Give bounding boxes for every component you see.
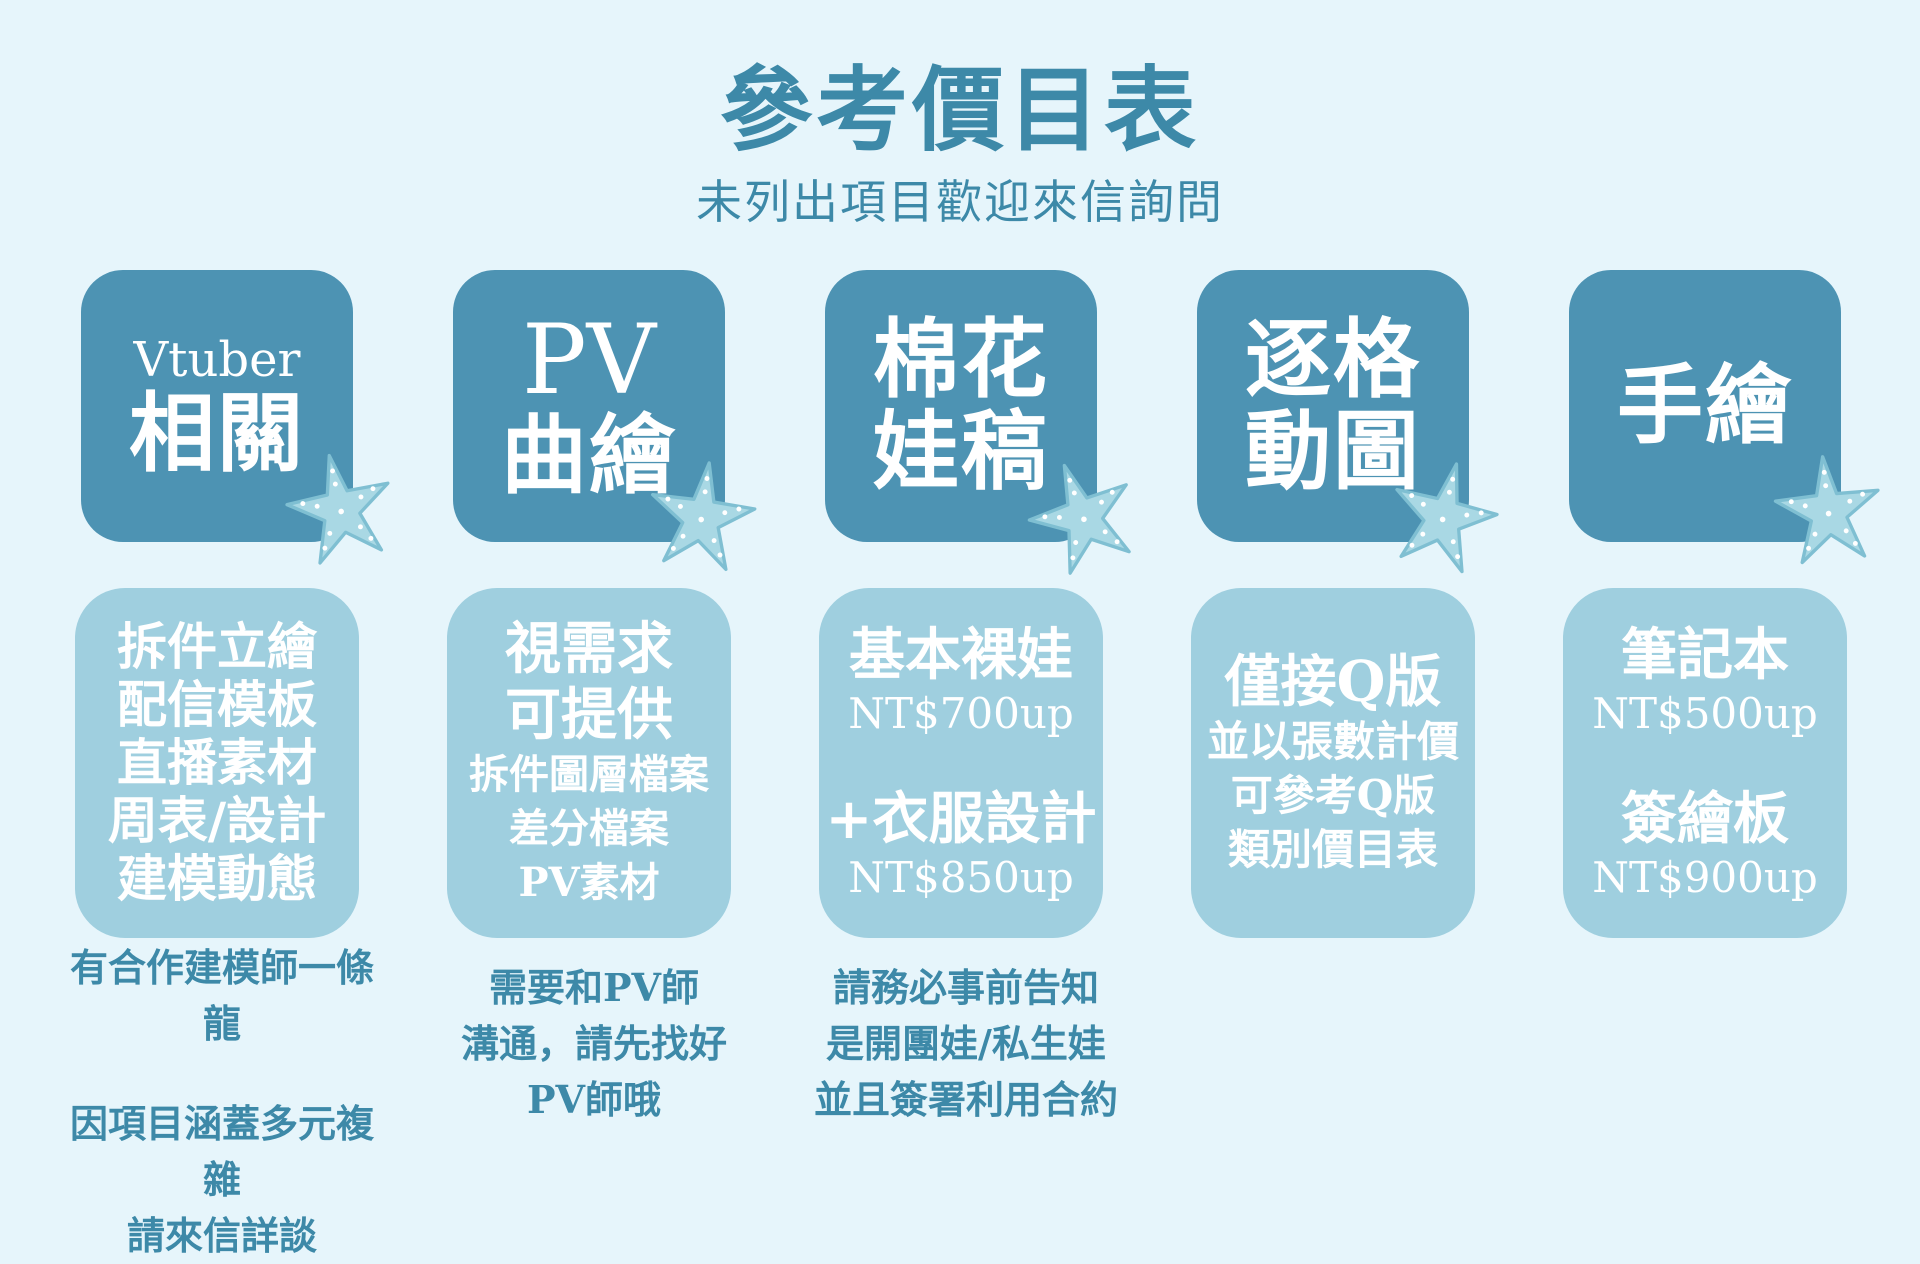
detail-line: 周表/設計	[107, 791, 327, 850]
detail-line: 視需求	[505, 616, 673, 682]
detail-line: 差分檔案	[509, 805, 669, 852]
note-pv: 需要和PV師 溝通，請先找好 PV師哦	[424, 960, 764, 1128]
category-title-line2: 動圖	[1245, 401, 1421, 502]
note-line: 請務必事前告知	[832, 965, 1099, 1010]
detail-tile-handdrawn: 筆記本 NT$500up 簽繪板 NT$900up	[1563, 588, 1847, 938]
note-line: 是開團娃/私生娃	[826, 1021, 1106, 1066]
note-line: 因項目涵蓋多元複雜	[69, 1101, 374, 1202]
column-pv: PV 曲繪 視需求 可提供 拆件圖層檔案 差分檔案 PV素材 需要和PV師 溝通…	[444, 0, 762, 1179]
detail-line: 簽繪板	[1621, 786, 1789, 852]
category-title-line2: 娃稿	[873, 401, 1049, 502]
detail-line: 類別價目表	[1227, 825, 1438, 874]
category-tile-handdrawn: 手繪	[1569, 270, 1841, 542]
detail-line: 配信模板	[117, 675, 317, 734]
page-title: 參考價目表	[719, 56, 1200, 164]
category-title-line1: 逐格	[1245, 309, 1421, 410]
detail-line: 直播素材	[117, 733, 317, 792]
detail-line: 可參考Q版	[1230, 771, 1436, 820]
starfish-icon	[277, 443, 403, 569]
category-title-line1: 手繪	[1617, 355, 1793, 456]
note-plush: 請務必事前告知 是開團娃/私生娃 並且簽署利用合約	[796, 960, 1136, 1128]
column-handdrawn: 手繪 筆記本 NT$500up 簽繪板 NT$900up	[1560, 0, 1887, 1179]
starfish-icon	[642, 454, 762, 574]
category-title-line1: 棉花	[873, 309, 1049, 410]
category-tile-pv: PV 曲繪	[453, 270, 725, 542]
detail-line: +衣服設計	[825, 786, 1097, 852]
detail-line: 拆件圖層檔案	[469, 751, 709, 798]
category-tile-animation: 逐格 動圖	[1197, 270, 1469, 542]
price-label: NT$900up	[1592, 853, 1818, 902]
column-vtuber: Vtuber 相關 拆件立繪 配信模板 直播素材 周表/設計 建模動態 有合作建…	[70, 0, 403, 1258]
note-line: 溝通，請先找好	[460, 1021, 727, 1066]
detail-line: 建模動態	[117, 849, 317, 908]
price-label: NT$500up	[1592, 689, 1818, 738]
price-label: NT$700up	[848, 689, 1074, 738]
category-tile-plush: 棉花 娃稿	[825, 270, 1097, 542]
note-line: 需要和PV師	[488, 965, 700, 1010]
note-line: 請來信詳談	[126, 1213, 317, 1258]
detail-tile-animation: 僅接Q版 並以張數計價 可參考Q版 類別價目表	[1191, 588, 1475, 938]
note-line	[52, 1052, 392, 1096]
price-label: NT$850up	[848, 853, 1074, 902]
detail-line: 並以張數計價	[1206, 717, 1459, 766]
detail-line: 可提供	[505, 682, 673, 748]
category-title-line2: 相關	[129, 383, 305, 484]
starfish-icon	[1769, 449, 1887, 567]
detail-tile-vtuber: 拆件立繪 配信模板 直播素材 周表/設計 建模動態	[75, 588, 359, 938]
detail-tile-plush: 基本裸娃 NT$700up +衣服設計 NT$850up	[819, 588, 1103, 938]
detail-line: 僅接Q版	[1224, 649, 1442, 715]
note-line: PV師哦	[526, 1077, 662, 1122]
category-tile-vtuber: Vtuber 相關	[81, 270, 353, 542]
page-subtitle: 未列出項目歡迎來信詢問	[696, 175, 1224, 229]
category-title-line1: PV	[522, 304, 656, 416]
detail-line: 筆記本	[1621, 622, 1789, 688]
detail-line: 拆件立繪	[117, 617, 317, 676]
column-plush: 棉花 娃稿 基本裸娃 NT$700up +衣服設計 NT$850up 請務必事前…	[814, 0, 1150, 1179]
category-title-line1: Vtuber	[133, 332, 301, 388]
note-vtuber: 有合作建模師一條龍 因項目涵蓋多元複雜 請來信詳談	[52, 940, 392, 1264]
detail-line: PV素材	[518, 859, 660, 906]
category-title-line2: 曲繪	[501, 405, 677, 506]
column-animation: 逐格 動圖 僅接Q版 並以張數計價 可參考Q版 類別價目表	[1188, 0, 1509, 1179]
detail-tile-pv: 視需求 可提供 拆件圖層檔案 差分檔案 PV素材	[447, 588, 731, 938]
note-line: 有合作建模師一條龍	[69, 945, 374, 1046]
detail-line: 基本裸娃	[849, 622, 1073, 688]
note-line: 並且簽署利用合約	[813, 1077, 1118, 1122]
